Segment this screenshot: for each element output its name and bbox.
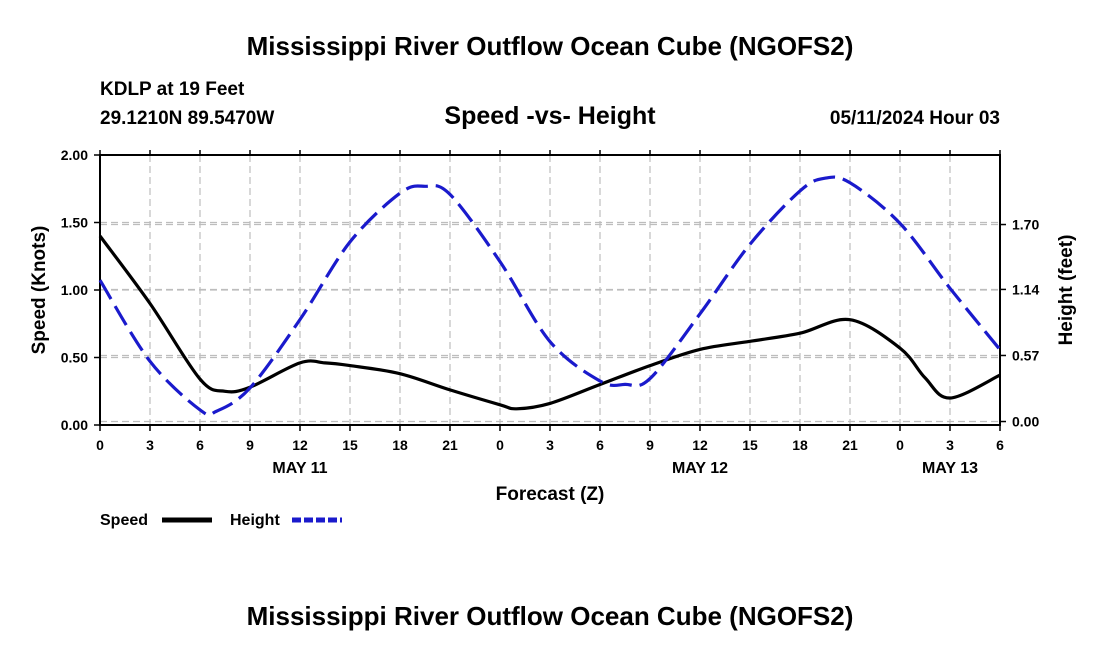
y2-tick-label: 1.14 — [1012, 281, 1039, 297]
legend-label-speed: Speed — [100, 512, 148, 529]
x-tick-label: 6 — [196, 437, 204, 453]
y-tick-label: 1.50 — [61, 215, 88, 231]
date-label: MAY 11 — [272, 460, 327, 477]
x-tick-label: 0 — [896, 437, 904, 453]
y-tick-label: 0.50 — [61, 350, 88, 366]
chart-title: Speed -vs- Height — [444, 102, 656, 130]
coords-label: 29.1210N 89.5470W — [100, 108, 274, 129]
axes: 0 3 6 9 12 15 18 21 0 3 6 9 12 15 18 21 0 3 6 0.00 0.50 1.00 1… — [61, 147, 1040, 477]
x-tick-label: 3 — [146, 437, 154, 453]
legend-label-height: Height — [230, 512, 280, 529]
station-label: KDLP at 19 Feet — [100, 79, 245, 100]
x-tick-label: 0 — [96, 437, 104, 453]
x-tick-label: 18 — [392, 437, 408, 453]
x-tick-label: 0 — [496, 437, 504, 453]
date-label: MAY 12 — [672, 460, 728, 477]
legend: Speed Height — [100, 512, 342, 529]
x-tick-label: 12 — [692, 437, 708, 453]
series-line-speed — [98, 235, 1001, 411]
x-tick-label: 9 — [246, 437, 254, 453]
x-tick-label: 3 — [546, 437, 554, 453]
x-tick-label: 6 — [596, 437, 604, 453]
y-tick-label: 0.00 — [61, 417, 88, 433]
x-tick-label: 18 — [792, 437, 808, 453]
x-tick-label: 9 — [646, 437, 654, 453]
x-tick-label: 12 — [292, 437, 308, 453]
page-title: Mississippi River Outflow Ocean Cube (NG… — [247, 31, 854, 61]
datetime-label: 05/11/2024 Hour 03 — [830, 108, 1000, 129]
x-tick-label: 3 — [946, 437, 954, 453]
x-tick-label: 15 — [742, 437, 758, 453]
grid — [100, 155, 1000, 425]
y2-tick-label: 0.00 — [1012, 414, 1039, 430]
y2-tick-label: 0.57 — [1012, 347, 1039, 363]
y-tick-label: 1.00 — [61, 282, 88, 298]
footer-title: Mississippi River Outflow Ocean Cube (NG… — [247, 601, 854, 631]
series-line-height — [98, 175, 1002, 417]
y2-axis-label: Height (feet) — [1056, 235, 1077, 346]
y-axis-label: Speed (Knots) — [29, 226, 50, 355]
series-layer — [98, 175, 1002, 417]
date-label: MAY 13 — [922, 460, 978, 477]
x-tick-label: 6 — [996, 437, 1004, 453]
x-axis-label: Forecast (Z) — [496, 484, 605, 505]
y2-tick-label: 1.70 — [1012, 217, 1039, 233]
y-tick-label: 2.00 — [61, 147, 88, 163]
x-tick-label: 21 — [442, 437, 458, 453]
x-tick-label: 15 — [342, 437, 358, 453]
x-tick-label: 21 — [842, 437, 858, 453]
